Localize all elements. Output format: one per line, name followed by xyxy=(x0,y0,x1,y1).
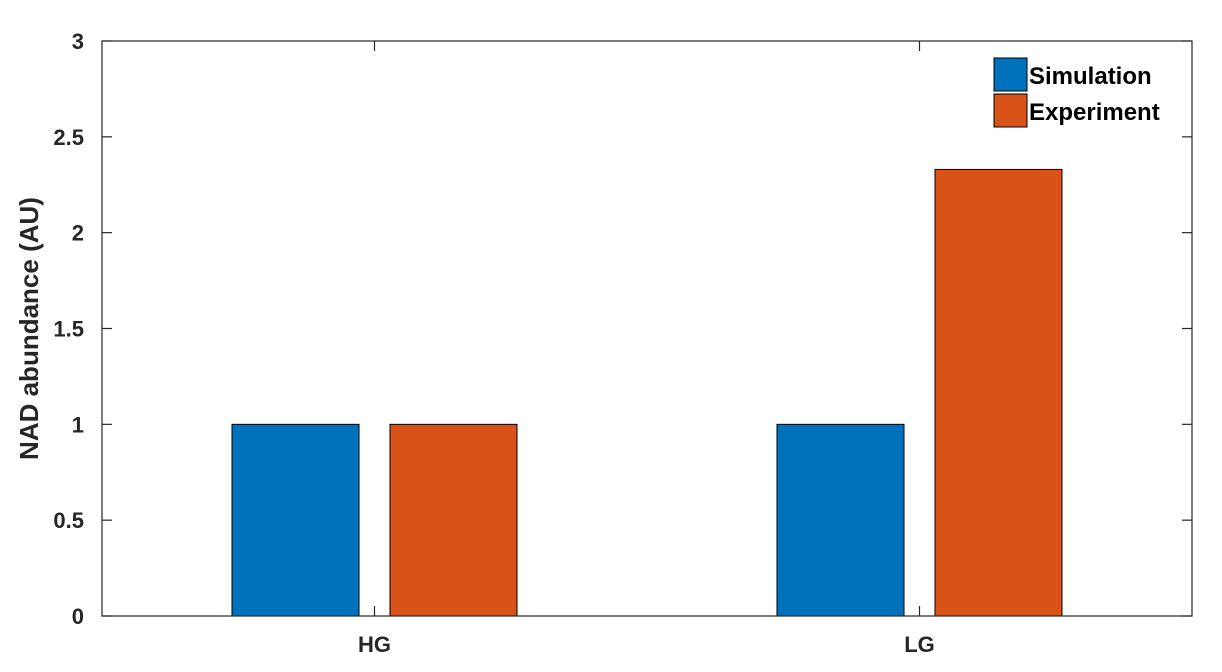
bar-simulation-hg xyxy=(231,423,360,617)
y-tick-label: 1 xyxy=(72,412,84,437)
x-tick-label: HG xyxy=(358,632,391,657)
bars-layer xyxy=(231,168,1063,617)
bar-experiment-lg xyxy=(934,168,1063,617)
bar-experiment-hg xyxy=(389,423,518,617)
legend-swatch-experiment xyxy=(993,93,1028,128)
legend-swatch-simulation xyxy=(993,57,1028,92)
legend: Simulation Experiment xyxy=(993,57,1160,128)
bar-simulation-lg xyxy=(776,423,905,617)
y-tick-label: 2.5 xyxy=(53,125,84,150)
y-tick-label: 2 xyxy=(72,221,84,246)
y-tick-label: 3 xyxy=(72,29,84,54)
y-tick-label: 1.5 xyxy=(53,317,84,342)
legend-label-experiment: Experiment xyxy=(1029,99,1160,126)
y-tick-label: 0.5 xyxy=(53,508,84,533)
legend-label-simulation: Simulation xyxy=(1029,63,1152,90)
x-ticks-layer: HG LG xyxy=(358,41,935,657)
y-ticks-layer: 0 0.5 1 1.5 2 2.5 3 xyxy=(53,29,1192,629)
x-tick-label: LG xyxy=(904,632,935,657)
y-axis-label: NAD abundance (AU) xyxy=(14,197,44,460)
y-tick-label: 0 xyxy=(72,604,84,629)
